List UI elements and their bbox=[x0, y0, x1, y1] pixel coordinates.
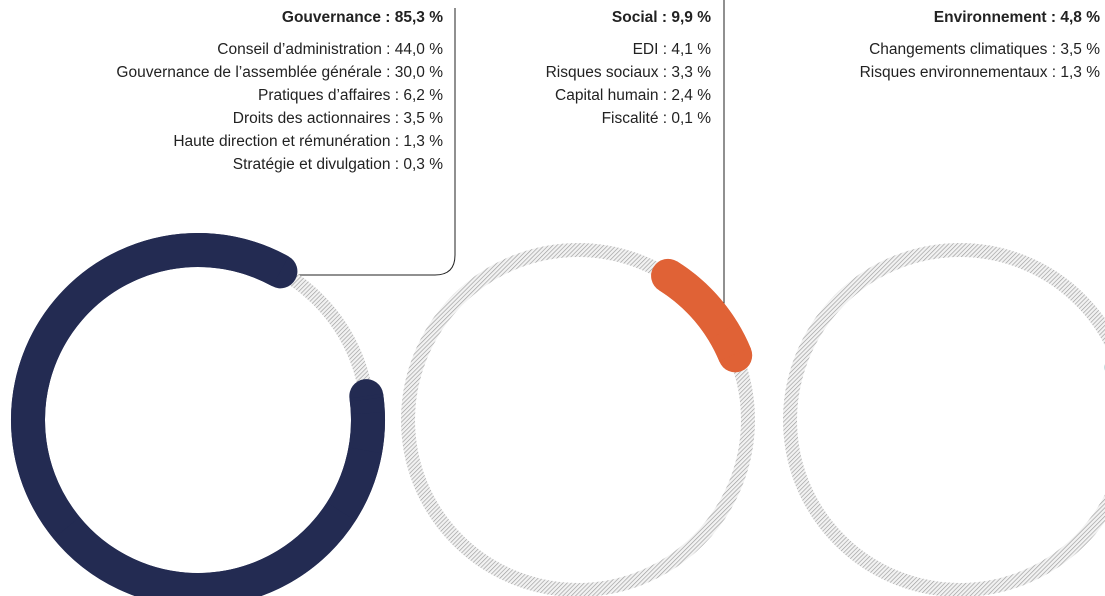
donut-sub-arc bbox=[53, 502, 356, 596]
group-title: Gouvernance : 85,3 % bbox=[282, 9, 443, 26]
donut-sub-arc bbox=[658, 261, 715, 316]
item-label: Risques sociaux : 3,3 % bbox=[546, 64, 712, 81]
group-title: Environnement : 4,8 % bbox=[934, 9, 1100, 26]
donut-sub-arc bbox=[348, 412, 385, 454]
item-label: Stratégie et divulgation : 0,3 % bbox=[233, 156, 443, 173]
group-title: Social : 9,9 % bbox=[612, 9, 711, 26]
donut-sub-arc bbox=[349, 397, 385, 414]
item-label: Pratiques d’affaires : 6,2 % bbox=[258, 87, 443, 104]
item-label: Droits des actionnaires : 3,5 % bbox=[233, 110, 443, 127]
item-label: Risques environnementaux : 1,3 % bbox=[860, 64, 1101, 81]
donut-sub-arc bbox=[689, 291, 738, 341]
item-label: Changements climatiques : 3,5 % bbox=[869, 41, 1100, 58]
item-label: Gouvernance de l’assemblée générale : 30… bbox=[116, 64, 443, 81]
leader-line bbox=[290, 8, 456, 276]
item-label: Capital humain : 2,4 % bbox=[555, 87, 711, 104]
donut-sub-arc bbox=[708, 322, 751, 362]
donut-sub-arc bbox=[11, 233, 289, 539]
item-label: Fiscalité : 0,1 % bbox=[602, 110, 712, 127]
donut-track bbox=[783, 243, 1105, 596]
item-label: Haute direction et rémunération : 1,3 % bbox=[173, 133, 443, 150]
donut-sub-arc bbox=[326, 446, 382, 521]
item-label: EDI : 4,1 % bbox=[633, 41, 712, 58]
item-label: Conseil d’administration : 44,0 % bbox=[217, 41, 443, 58]
donut-track bbox=[401, 243, 755, 596]
